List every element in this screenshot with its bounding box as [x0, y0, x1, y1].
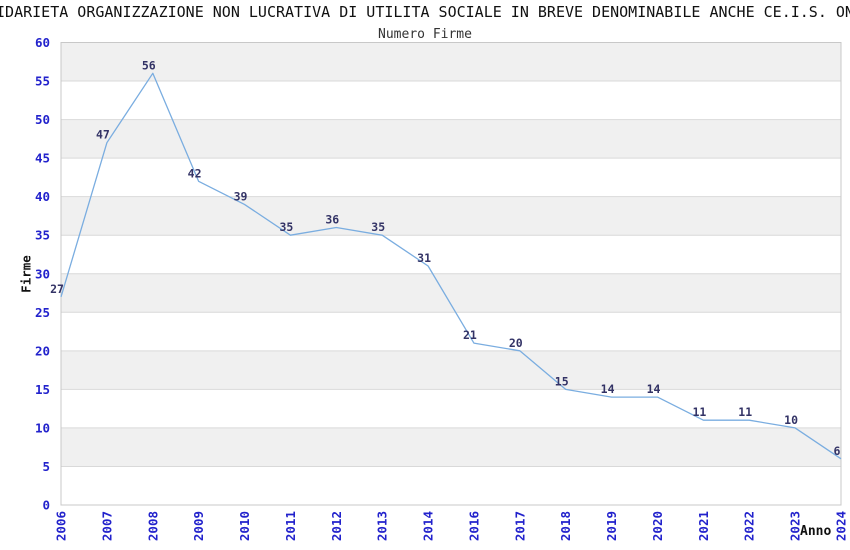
data-label: 35 [371, 220, 385, 234]
x-tick-label: 2008 [145, 511, 160, 541]
y-tick-label: 60 [35, 35, 50, 50]
plot-band [61, 427, 841, 467]
plot-band [61, 466, 841, 505]
plot-band [61, 158, 841, 197]
y-tick-label: 35 [35, 228, 50, 243]
data-label: 42 [188, 166, 202, 180]
x-tick-label: 2016 [466, 511, 481, 541]
x-tick-label: 2021 [696, 511, 711, 541]
plot-band [61, 389, 841, 428]
plot-band [61, 235, 841, 274]
x-tick-label: 2012 [329, 511, 344, 541]
y-tick-label: 20 [35, 343, 50, 358]
plot-band [61, 42, 841, 82]
y-tick-label: 0 [42, 498, 50, 513]
x-tick-label: 2009 [191, 511, 206, 541]
data-label: 47 [96, 128, 110, 142]
data-label: 14 [647, 382, 661, 396]
x-tick-label: 2006 [54, 511, 69, 541]
x-tick-label: 2017 [512, 511, 527, 541]
y-tick-label: 5 [42, 459, 50, 474]
x-tick-label: 2018 [558, 511, 573, 541]
y-tick-label: 10 [35, 420, 50, 435]
y-tick-label: 45 [35, 151, 50, 166]
data-label: 27 [50, 282, 64, 296]
x-tick-label: 2023 [788, 511, 803, 541]
y-tick-label: 25 [35, 305, 50, 320]
chart-title: IDARIETA ORGANIZZAZIONE NON LUCRATIVA DI… [0, 3, 850, 21]
plot-band [61, 119, 841, 159]
x-axis-title: Anno [800, 524, 832, 539]
data-label: 6 [834, 444, 841, 458]
data-label: 56 [142, 58, 156, 72]
data-label: 39 [234, 189, 248, 203]
plot-band [61, 350, 841, 390]
y-axis-title: Firme [18, 255, 34, 293]
data-label: 21 [463, 328, 477, 342]
x-tick-label: 2022 [742, 511, 757, 541]
series-line [60, 72, 842, 460]
x-tick-label: 2013 [375, 511, 390, 541]
data-label: 35 [279, 220, 293, 234]
y-tick-label: 15 [35, 382, 50, 397]
plot-band [61, 196, 841, 236]
data-label: 31 [417, 251, 431, 265]
plot-band [61, 273, 841, 313]
plot-band [61, 81, 841, 120]
x-tick-label: 2024 [834, 511, 849, 541]
x-tick-label: 2020 [650, 511, 665, 541]
data-label: 20 [509, 336, 523, 350]
data-label: 36 [325, 213, 339, 227]
y-tick-label: 50 [35, 112, 50, 127]
y-tick-label: 40 [35, 189, 50, 204]
y-tick-label: 30 [35, 266, 50, 281]
data-label: 15 [555, 374, 569, 388]
x-tick-label: 2010 [237, 511, 252, 541]
x-tick-label: 2014 [421, 511, 436, 541]
data-label: 11 [738, 405, 752, 419]
x-tick-label: 2007 [99, 511, 114, 541]
data-label: 11 [692, 405, 706, 419]
plot-border [60, 42, 842, 506]
data-label: 14 [601, 382, 615, 396]
data-label: 10 [784, 413, 798, 427]
plot-band [61, 312, 841, 351]
x-tick-label: 2011 [283, 511, 298, 541]
x-tick-label: 2019 [604, 511, 619, 541]
y-tick-label: 55 [35, 74, 50, 89]
chart-subtitle: Numero Firme [378, 27, 472, 42]
